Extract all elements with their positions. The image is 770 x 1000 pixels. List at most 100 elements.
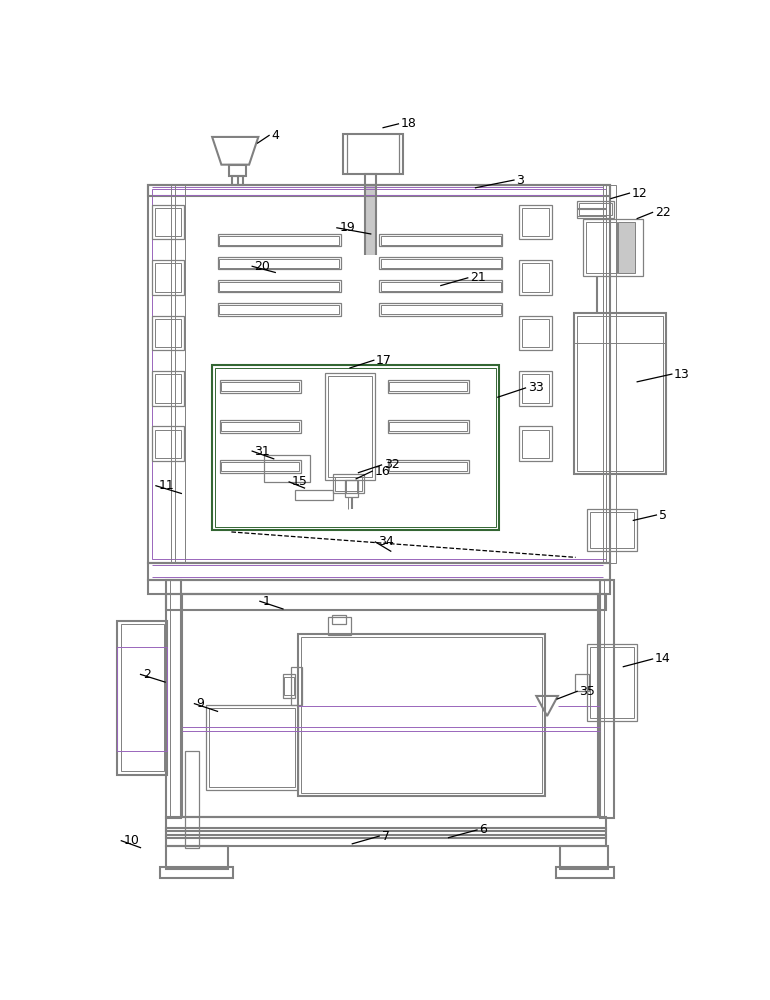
Text: 13: 13 bbox=[675, 368, 690, 381]
Bar bbox=[148, 563, 610, 580]
Bar bbox=[587, 222, 618, 273]
Bar bbox=[522, 263, 548, 292]
Bar bbox=[166, 817, 607, 831]
Text: 15: 15 bbox=[291, 475, 307, 488]
Bar bbox=[166, 846, 228, 869]
Bar bbox=[579, 203, 611, 215]
Bar bbox=[152, 426, 185, 461]
Bar bbox=[325, 373, 376, 480]
Bar bbox=[587, 509, 637, 551]
Text: 1: 1 bbox=[262, 595, 270, 608]
Bar bbox=[380, 303, 502, 316]
Bar bbox=[329, 376, 373, 477]
Bar bbox=[218, 303, 340, 316]
Bar bbox=[381, 282, 501, 291]
Bar bbox=[222, 422, 299, 431]
Text: 17: 17 bbox=[377, 354, 392, 367]
Bar bbox=[390, 382, 467, 391]
Bar bbox=[218, 257, 340, 269]
Text: 11: 11 bbox=[159, 479, 174, 492]
Bar bbox=[346, 480, 357, 493]
Text: 19: 19 bbox=[339, 221, 355, 234]
Bar bbox=[222, 462, 299, 471]
Bar bbox=[601, 580, 614, 818]
Bar bbox=[381, 259, 501, 268]
Bar bbox=[522, 374, 548, 403]
Bar bbox=[117, 620, 168, 774]
Text: 35: 35 bbox=[579, 685, 595, 698]
Bar bbox=[587, 644, 637, 721]
Bar bbox=[591, 512, 634, 548]
Bar bbox=[380, 257, 502, 269]
Bar bbox=[233, 176, 243, 185]
Bar bbox=[263, 455, 310, 482]
Bar bbox=[556, 867, 614, 878]
Bar bbox=[333, 474, 363, 493]
Bar bbox=[336, 477, 362, 491]
Bar bbox=[578, 201, 614, 218]
Bar bbox=[591, 647, 634, 718]
Bar bbox=[166, 828, 607, 838]
Bar bbox=[166, 580, 182, 818]
Bar bbox=[120, 624, 164, 771]
Text: 31: 31 bbox=[254, 445, 270, 458]
Bar bbox=[212, 365, 499, 530]
Bar bbox=[166, 594, 607, 610]
Bar bbox=[148, 185, 610, 563]
Bar bbox=[333, 615, 346, 624]
Bar bbox=[171, 185, 185, 563]
Bar bbox=[156, 430, 182, 458]
Bar bbox=[148, 185, 610, 196]
Bar bbox=[152, 260, 185, 295]
Text: 4: 4 bbox=[272, 129, 280, 142]
Bar bbox=[219, 235, 339, 245]
Bar bbox=[219, 259, 339, 268]
Bar bbox=[301, 637, 541, 793]
Bar bbox=[218, 280, 340, 292]
Bar bbox=[218, 234, 340, 246]
Text: 20: 20 bbox=[254, 260, 270, 273]
Bar bbox=[219, 305, 339, 314]
Bar bbox=[152, 371, 185, 406]
Bar bbox=[519, 426, 551, 461]
Text: 32: 32 bbox=[384, 458, 400, 471]
Bar bbox=[519, 371, 551, 406]
Bar bbox=[522, 208, 548, 236]
Bar bbox=[291, 667, 302, 705]
Bar bbox=[366, 174, 376, 185]
Bar bbox=[519, 260, 551, 295]
Bar bbox=[283, 674, 296, 698]
Text: 5: 5 bbox=[659, 509, 667, 522]
Bar bbox=[299, 634, 545, 796]
Bar bbox=[578, 316, 664, 471]
Bar bbox=[381, 235, 501, 245]
Bar bbox=[519, 316, 551, 350]
Bar bbox=[156, 263, 182, 292]
Bar bbox=[156, 319, 182, 347]
Bar bbox=[602, 185, 616, 563]
Bar bbox=[166, 835, 607, 846]
Text: 6: 6 bbox=[479, 823, 487, 836]
Bar bbox=[182, 594, 598, 817]
Bar bbox=[522, 319, 548, 347]
Bar bbox=[220, 460, 300, 473]
Bar bbox=[206, 705, 299, 790]
Bar bbox=[618, 222, 634, 273]
Bar bbox=[380, 280, 502, 292]
Bar bbox=[380, 234, 502, 246]
Text: 22: 22 bbox=[654, 206, 671, 219]
Bar bbox=[160, 867, 233, 878]
Bar bbox=[222, 382, 299, 391]
Bar bbox=[345, 480, 359, 497]
Text: 16: 16 bbox=[375, 465, 390, 478]
Bar bbox=[156, 208, 182, 236]
Text: 3: 3 bbox=[516, 174, 524, 187]
Bar bbox=[584, 219, 644, 276]
Bar bbox=[366, 185, 376, 255]
Bar bbox=[152, 205, 185, 239]
Text: 10: 10 bbox=[123, 834, 139, 847]
Text: 14: 14 bbox=[654, 652, 671, 666]
Bar bbox=[220, 380, 300, 393]
Bar bbox=[185, 751, 199, 848]
Text: 9: 9 bbox=[197, 697, 205, 710]
